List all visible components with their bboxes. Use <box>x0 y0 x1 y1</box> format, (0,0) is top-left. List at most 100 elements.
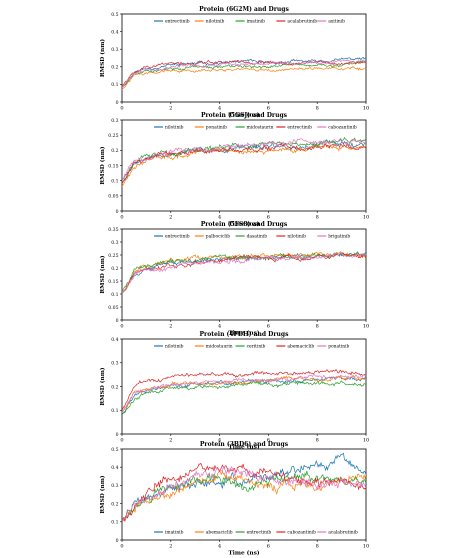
chart-title: Protein (6G2M) and Drugs <box>199 6 289 13</box>
x-tick-label: 6 <box>267 324 270 330</box>
legend-label: ponatinib <box>206 126 227 131</box>
x-axis-label: Time (ns) <box>228 221 260 228</box>
y-tick-label: 0.35 <box>108 227 118 233</box>
legend-label: palbociclib <box>206 235 230 240</box>
y-tick-label: 0.15 <box>108 163 118 169</box>
x-tick-label: 2 <box>169 215 172 221</box>
y-tick-label: 0.1 <box>111 178 118 184</box>
series-line-cabozantinib <box>122 137 366 181</box>
series-line-nilotinib <box>122 252 366 295</box>
legend-label: ceritinib <box>247 345 266 350</box>
x-axis-label: Time (ns) <box>228 550 260 557</box>
y-tick-label: 0.4 <box>111 465 118 471</box>
y-tick-label: 0.3 <box>111 240 118 246</box>
y-tick-label: 0.4 <box>111 337 118 343</box>
series-line-cabozantinib <box>122 462 366 522</box>
series-line-entrectinib <box>122 56 366 89</box>
plot-area <box>121 448 367 541</box>
y-tick-label: 0.15 <box>108 279 118 285</box>
x-tick-label: 8 <box>316 324 319 330</box>
legend-label: imatinib <box>247 20 266 25</box>
chart-panel-4: Protein (4FDH) and Drugs 0 2 4 6 8 10 0 0.1 0.2 0.… <box>99 331 369 451</box>
series-line-nilotinib <box>122 375 366 416</box>
legend-label: midostaurin <box>206 345 233 350</box>
y-tick-label: 0.05 <box>108 305 118 311</box>
series-line-midostaurin <box>122 375 366 413</box>
x-tick-label: 2 <box>169 544 172 550</box>
y-tick-label: 0.2 <box>111 501 118 507</box>
legend-label: brigatinib <box>328 235 350 240</box>
y-tick-label: 0.2 <box>111 65 118 71</box>
y-tick-label: 0.05 <box>108 194 118 200</box>
chart-panel-2: Protein (5GSJ) and Drugs 0 2 4 6 8 10 0 0.05 0.1 0… <box>99 112 369 228</box>
series-line-brigatinib <box>122 252 366 295</box>
legend-label: nilotinib <box>165 345 184 350</box>
series-line-nilotinib <box>122 65 366 90</box>
y-axis-label: RMSD (nm) <box>99 475 106 514</box>
legend-label: cabozantinib <box>287 531 316 536</box>
x-tick-label: 4 <box>218 106 221 112</box>
y-tick-label: 0.4 <box>111 29 118 35</box>
chart-title: Protein (4FDH) and Drugs <box>200 331 290 338</box>
y-tick-label: 0.3 <box>111 118 118 124</box>
x-axis-label: Time (ns) <box>228 112 260 119</box>
legend-label: midostaurin <box>247 126 274 131</box>
y-tick-label: 0.2 <box>111 266 118 272</box>
y-tick-label: 0 <box>116 432 119 438</box>
x-tick-label: 6 <box>267 438 270 444</box>
x-axis-label: Time (ns) <box>228 444 260 451</box>
series-line-entrectinib <box>122 470 366 522</box>
x-tick-label: 4 <box>218 544 221 550</box>
x-tick-label: 0 <box>120 544 123 550</box>
x-tick-label: 6 <box>267 215 270 221</box>
y-tick-label: 0.25 <box>108 253 118 259</box>
legend-label: acalabrutinib <box>287 20 317 25</box>
x-tick-label: 10 <box>363 215 369 221</box>
x-tick-label: 10 <box>363 438 369 444</box>
series-line-abemaciclib <box>122 369 366 411</box>
legend-label: entrectinib <box>247 531 272 536</box>
legend-label: abemaciclib <box>287 345 314 350</box>
chart-panel-3: Protein (5FS8) and Drugs 0 2 4 6 8 10 0 0.05 0.1 0… <box>99 221 369 337</box>
legend-label: cabozantinib <box>328 126 357 131</box>
y-tick-label: 0.5 <box>111 447 118 453</box>
y-tick-label: 0.2 <box>111 384 118 390</box>
y-axis-label: RMSD (nm) <box>99 146 106 185</box>
series-line-midostaurin <box>122 137 366 181</box>
x-tick-label: 4 <box>218 215 221 221</box>
chart-title: Protein (3BD6) and Drugs <box>200 441 289 448</box>
x-tick-label: 2 <box>169 106 172 112</box>
legend-label: axitinib <box>328 20 345 25</box>
x-tick-label: 8 <box>316 215 319 221</box>
chart-title: Protein (5GSJ) and Drugs <box>201 112 288 119</box>
plot-area <box>121 119 367 212</box>
legend-label: acalabrutinib <box>328 531 358 536</box>
series-line-ponatinib <box>122 142 366 187</box>
plot-area <box>121 228 367 321</box>
x-tick-label: 8 <box>316 544 319 550</box>
series-line-acalabrutinib <box>122 59 366 87</box>
legend-label: entrectinib <box>287 126 312 131</box>
x-tick-label: 10 <box>363 544 369 550</box>
x-tick-label: 0 <box>120 215 123 221</box>
x-tick-label: 6 <box>267 544 270 550</box>
y-tick-label: 0.3 <box>111 47 118 53</box>
y-tick-label: 0.1 <box>111 82 118 88</box>
y-axis-label: RMSD (nm) <box>99 255 106 294</box>
series-line-acalabrutinib <box>122 465 366 522</box>
series-line-ceritinib <box>122 380 366 416</box>
legend-label: imatinib <box>165 531 184 536</box>
y-tick-label: 0.25 <box>108 133 118 139</box>
legend-label: dasatinib <box>247 235 268 240</box>
y-tick-label: 0.5 <box>111 12 118 18</box>
x-tick-label: 10 <box>363 324 369 330</box>
x-tick-label: 2 <box>169 324 172 330</box>
y-axis-label: RMSD (nm) <box>99 39 106 78</box>
legend-label: entrectinib <box>165 235 190 240</box>
y-tick-label: 0.1 <box>111 292 118 298</box>
series-line-axitinib <box>122 59 366 89</box>
legend-label: ponatinib <box>328 345 349 350</box>
x-tick-label: 6 <box>267 106 270 112</box>
x-tick-label: 0 <box>120 438 123 444</box>
